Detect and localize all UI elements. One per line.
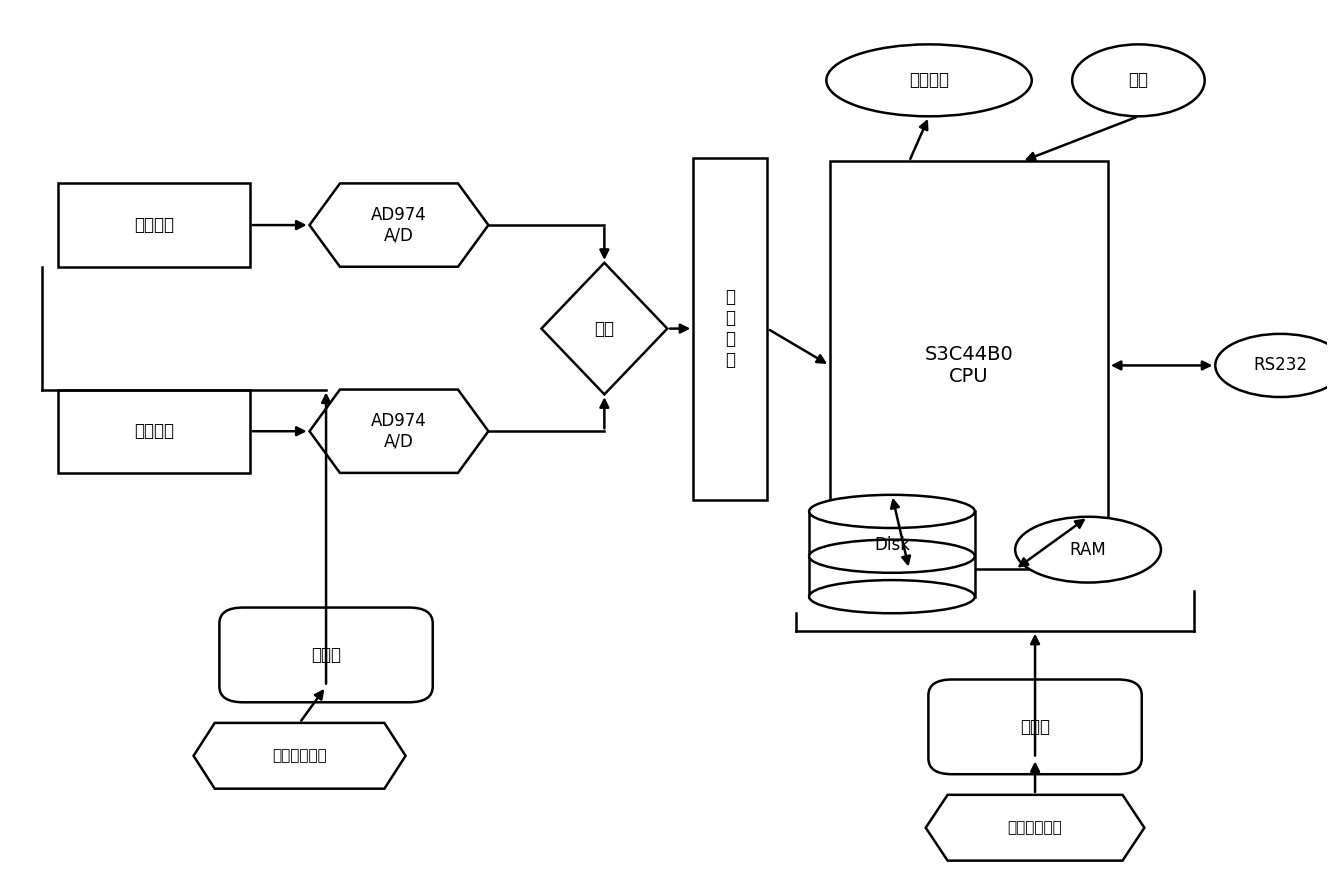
- Bar: [809, 511, 975, 597]
- Text: AD974
A/D: AD974 A/D: [371, 412, 426, 451]
- Ellipse shape: [809, 495, 975, 528]
- Text: Disk: Disk: [874, 536, 910, 554]
- Polygon shape: [194, 722, 405, 788]
- Text: 电流转换: 电流转换: [134, 422, 174, 440]
- Text: 或门: 或门: [595, 319, 615, 338]
- Text: S3C44B0
CPU: S3C44B0 CPU: [924, 345, 1013, 386]
- Ellipse shape: [1015, 517, 1161, 583]
- Text: 模拟部分电源: 模拟部分电源: [272, 748, 327, 763]
- Polygon shape: [542, 263, 667, 394]
- Bar: [693, 158, 768, 500]
- Text: AD974
A/D: AD974 A/D: [371, 206, 426, 245]
- Bar: [57, 183, 250, 267]
- Text: 电压转换: 电压转换: [134, 216, 174, 234]
- Bar: [830, 162, 1108, 569]
- Ellipse shape: [809, 580, 975, 613]
- FancyBboxPatch shape: [219, 607, 433, 702]
- Ellipse shape: [1072, 44, 1204, 116]
- FancyBboxPatch shape: [928, 679, 1142, 774]
- Ellipse shape: [826, 44, 1032, 116]
- Text: 液晶显示: 液晶显示: [910, 71, 950, 90]
- Text: 光
电
隔
离: 光 电 隔 离: [725, 289, 736, 369]
- Text: 键盘: 键盘: [1129, 71, 1149, 90]
- Ellipse shape: [809, 539, 975, 573]
- Polygon shape: [926, 795, 1145, 861]
- Bar: [57, 390, 250, 473]
- Ellipse shape: [1215, 334, 1328, 397]
- Text: 滤波器: 滤波器: [1020, 718, 1050, 736]
- Polygon shape: [309, 390, 489, 473]
- Text: RAM: RAM: [1069, 540, 1106, 559]
- Text: 数字部分电源: 数字部分电源: [1008, 820, 1062, 835]
- Text: RS232: RS232: [1254, 356, 1307, 374]
- Polygon shape: [309, 183, 489, 267]
- Text: 滤波器: 滤波器: [311, 646, 341, 664]
